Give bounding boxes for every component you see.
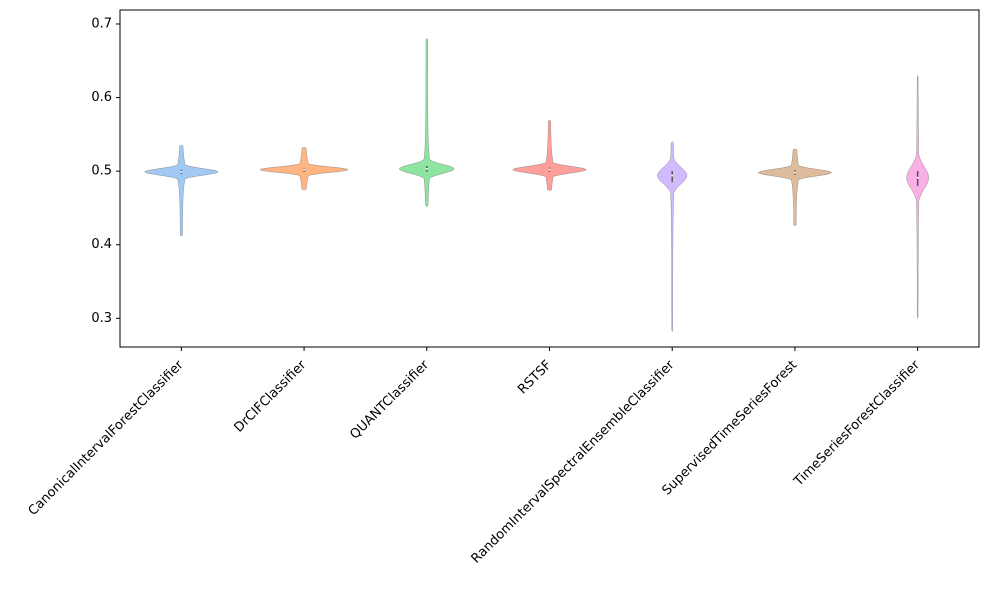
median-dot (303, 168, 306, 171)
y-tick-label: 0.4 (91, 237, 112, 252)
violin (399, 38, 455, 207)
median-dot (793, 171, 796, 174)
violin (512, 120, 587, 191)
median-dot (548, 168, 551, 171)
violin (906, 75, 929, 319)
median-dot (425, 167, 428, 170)
x-tick-label: QUANTClassifier (347, 357, 432, 442)
median-dot (916, 176, 919, 179)
x-tick-label: DrCIFClassifier (232, 357, 310, 435)
x-tick-label: CanonicalIntervalForestClassifier (26, 357, 188, 519)
x-tick-label: RandomIntervalSpectralEnsembleClassifier (469, 357, 678, 566)
x-tick-label: SupervisedTimeSeriesForest (659, 358, 800, 499)
y-tick-label: 0.5 (91, 164, 112, 179)
violin (657, 141, 687, 332)
violin (144, 145, 219, 237)
violin (758, 148, 832, 226)
y-tick-label: 0.6 (91, 90, 112, 105)
x-tick-label: TimeSeriesForestClassifier (791, 357, 924, 490)
y-tick-label: 0.3 (91, 311, 112, 326)
y-tick-label: 0.7 (91, 16, 112, 31)
x-tick-label: RSTSF (515, 358, 555, 398)
median-dot (671, 174, 674, 177)
median-dot (180, 170, 183, 173)
